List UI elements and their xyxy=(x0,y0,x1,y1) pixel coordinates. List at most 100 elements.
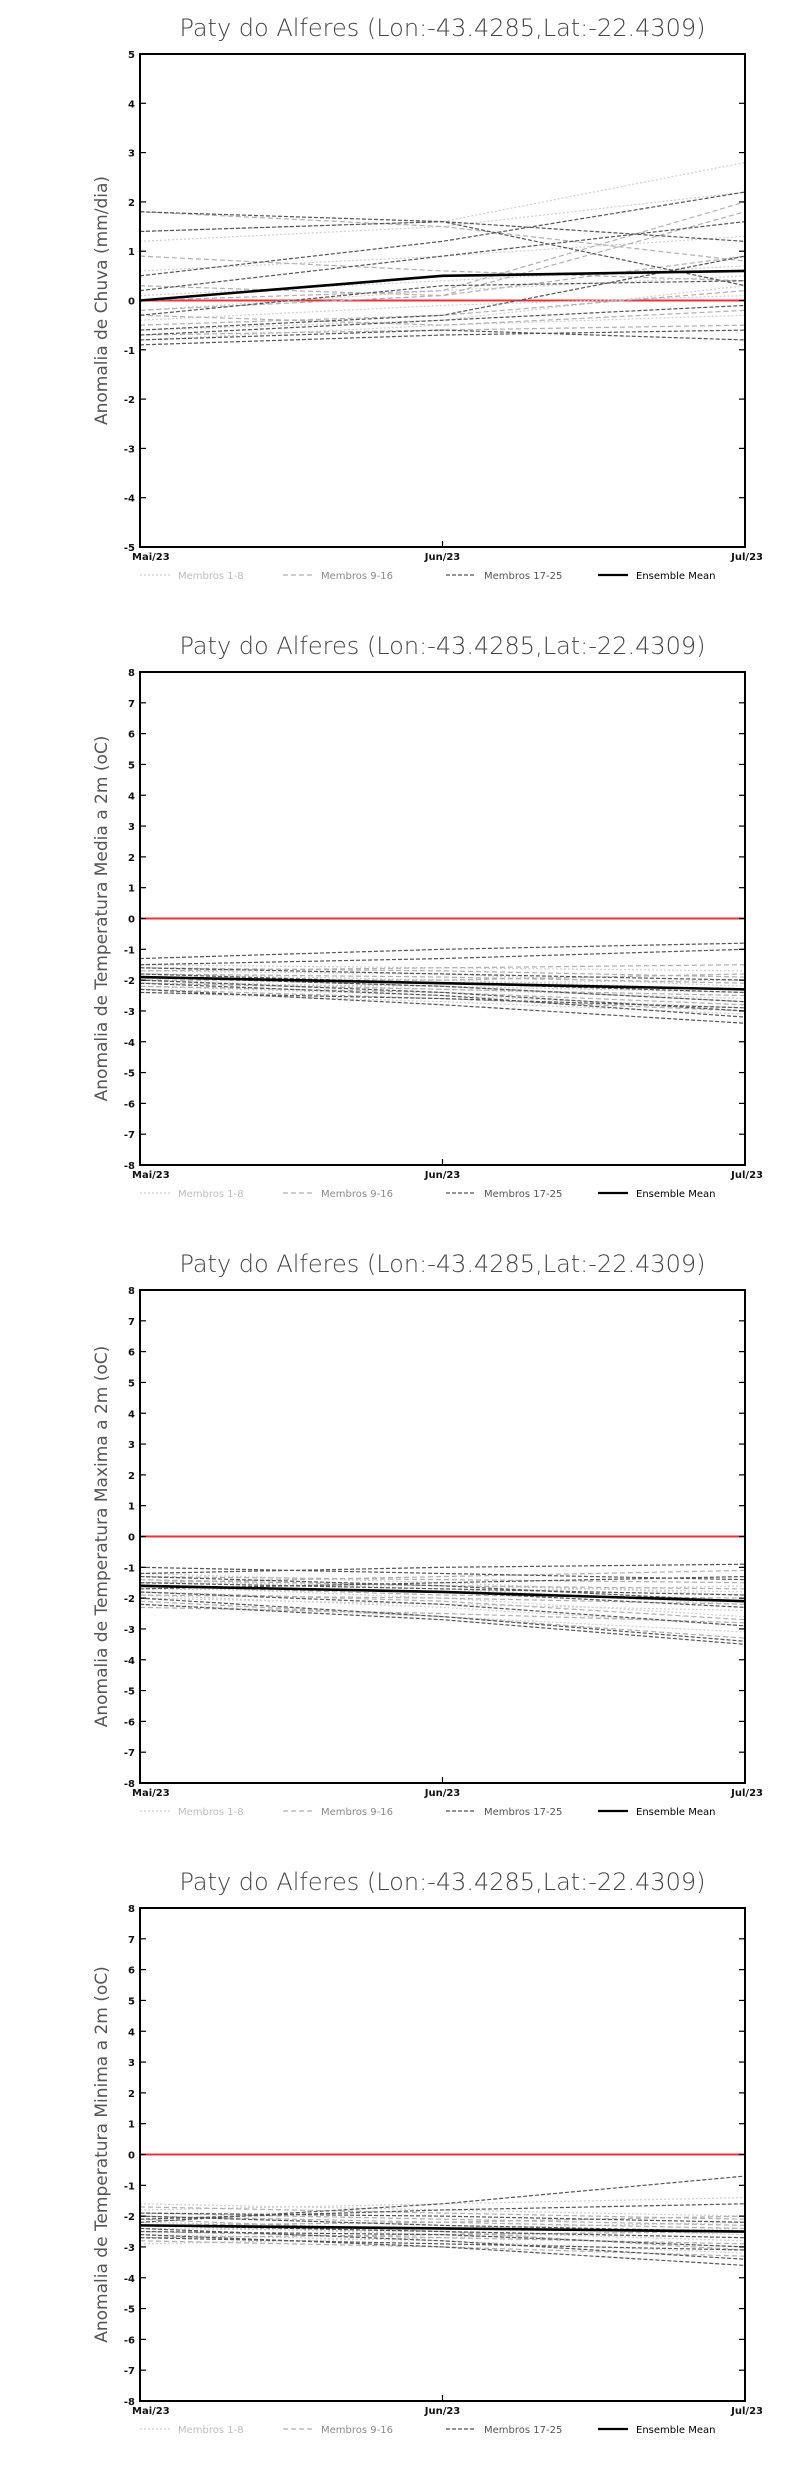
member-line-group-1 xyxy=(140,235,745,272)
y-tick-label: 7 xyxy=(128,1317,135,1328)
x-tick-label: Jul/23 xyxy=(730,1170,763,1181)
member-line-group-1 xyxy=(140,294,745,321)
x-tick-label: Jun/23 xyxy=(424,1170,461,1181)
member-line-group-3 xyxy=(140,982,745,1018)
ensemble-mean-line xyxy=(140,975,745,991)
x-tick-label: Mai/23 xyxy=(132,552,170,563)
legend-label: Ensemble Mean xyxy=(636,1189,715,1200)
member-line-group-1 xyxy=(140,1603,745,1633)
y-tick-label: -7 xyxy=(124,1130,135,1141)
y-tick-label: -1 xyxy=(124,1563,135,1574)
member-line-group-3 xyxy=(140,2237,745,2251)
legend-label: Membros 17-25 xyxy=(484,1189,562,1200)
y-tick-label: -2 xyxy=(124,976,135,987)
y-tick-label: 6 xyxy=(128,1348,135,1359)
member-line-group-3 xyxy=(140,2234,745,2267)
y-tick-label: -3 xyxy=(124,1007,135,1018)
member-line-group-1 xyxy=(140,2197,745,2211)
y-tick-label: 2 xyxy=(128,1471,135,1482)
member-line-group-2 xyxy=(140,2206,745,2220)
y-tick-label: -8 xyxy=(124,1161,135,1172)
legend-label: Membros 9-16 xyxy=(321,1807,393,1818)
legend-label: Membros 17-25 xyxy=(484,571,562,582)
y-tick-label: 0 xyxy=(128,1533,135,1544)
member-line-group-2 xyxy=(140,988,745,1012)
x-tick-label: Mai/23 xyxy=(132,1788,170,1799)
y-axis-label: Anomalia de Temperatura Maxima a 2m (oC) xyxy=(92,1346,112,1728)
member-line-group-3 xyxy=(140,2227,745,2260)
ensemble-mean-line xyxy=(140,2224,745,2233)
y-tick-label: -4 xyxy=(124,1656,135,1667)
member-line-group-2 xyxy=(140,967,745,978)
y-tick-label: -6 xyxy=(124,1717,135,1728)
y-tick-label: -6 xyxy=(124,2335,135,2346)
member-line-group-3 xyxy=(140,191,745,277)
member-line-group-1 xyxy=(140,979,745,1000)
y-tick-label: -3 xyxy=(124,2243,135,2254)
chart-panel-3: Paty do Alferes (Lon:-43.4285,Lat:-22.43… xyxy=(0,1236,800,1854)
ensemble-mean-line xyxy=(140,269,745,302)
member-line-group-2 xyxy=(140,982,745,997)
member-line-group-2 xyxy=(140,2212,745,2226)
member-line-group-3 xyxy=(140,1582,745,1596)
y-tick-label: 3 xyxy=(128,2058,135,2069)
member-line-group-2 xyxy=(140,2215,745,2230)
member-line-group-3 xyxy=(140,221,745,242)
y-tick-label: 3 xyxy=(128,1440,135,1451)
member-line-group-2 xyxy=(140,1600,745,1639)
member-line-group-3 xyxy=(140,2175,745,2223)
chart-title: Paty do Alferes (Lon:-43.4285,Lat:-22.43… xyxy=(179,1868,705,1896)
y-axis-label: Anomalia de Temperatura Media a 2m (oC) xyxy=(92,736,112,1102)
y-axis-label: Anomalia de Temperatura Minima a 2m (oC) xyxy=(92,1966,112,2343)
y-tick-label: -5 xyxy=(124,2305,135,2316)
y-tick-label: -5 xyxy=(124,1687,135,1698)
member-line-group-2 xyxy=(140,2215,745,2226)
chart-title: Paty do Alferes (Lon:-43.4285,Lat:-22.43… xyxy=(179,14,705,42)
x-tick-label: Mai/23 xyxy=(132,2406,170,2417)
member-line-group-3 xyxy=(140,1591,745,1627)
member-line-group-3 xyxy=(140,1563,745,1575)
legend-label: Membros 1-8 xyxy=(178,2425,244,2436)
y-tick-label: -8 xyxy=(124,2397,135,2408)
y-tick-label: -3 xyxy=(124,1625,135,1636)
y-tick-label: 0 xyxy=(128,297,135,308)
x-tick-label: Jun/23 xyxy=(424,552,461,563)
series-group xyxy=(140,917,745,1024)
member-line-group-1 xyxy=(140,275,745,311)
member-line-group-3 xyxy=(140,280,745,316)
series-group xyxy=(140,161,745,346)
y-tick-label: 5 xyxy=(128,50,135,61)
member-line-group-2 xyxy=(140,290,745,326)
member-line-group-3 xyxy=(140,1575,745,1590)
y-tick-label: -2 xyxy=(124,2212,135,2223)
member-line-group-2 xyxy=(140,976,745,1003)
x-tick-label: Jun/23 xyxy=(424,1788,461,1799)
member-line-group-1 xyxy=(140,970,745,987)
y-tick-label: -4 xyxy=(124,1038,135,1049)
y-tick-label: -4 xyxy=(124,2274,135,2285)
legend-label: Membros 1-8 xyxy=(178,1189,244,1200)
member-line-group-3 xyxy=(140,255,745,331)
series-group xyxy=(140,1535,745,1645)
y-axis-label: Anomalia de Chuva (mm/dia) xyxy=(92,176,112,425)
member-line-group-3 xyxy=(140,942,745,960)
member-line-group-1 xyxy=(140,964,745,972)
y-tick-label: 5 xyxy=(128,1996,135,2007)
member-line-group-1 xyxy=(140,2203,745,2217)
member-line-group-2 xyxy=(140,309,745,326)
member-line-group-3 xyxy=(140,967,745,981)
member-line-group-3 xyxy=(140,221,745,292)
legend-label: Membros 1-8 xyxy=(178,1807,244,1818)
legend-label: Membros 9-16 xyxy=(321,1189,393,1200)
member-line-group-2 xyxy=(140,255,745,297)
y-tick-label: 0 xyxy=(128,2151,135,2162)
y-tick-label: 1 xyxy=(128,884,135,895)
chart-panel-4: Paty do Alferes (Lon:-43.4285,Lat:-22.43… xyxy=(0,1854,800,2472)
y-tick-label: 4 xyxy=(128,1409,135,1420)
member-line-group-2 xyxy=(140,985,745,1006)
member-line-group-2 xyxy=(140,211,745,262)
legend-label: Membros 9-16 xyxy=(321,2425,393,2436)
y-tick-label: -6 xyxy=(124,1099,135,1110)
member-line-group-1 xyxy=(140,1582,745,1593)
member-line-group-1 xyxy=(140,1585,745,1618)
